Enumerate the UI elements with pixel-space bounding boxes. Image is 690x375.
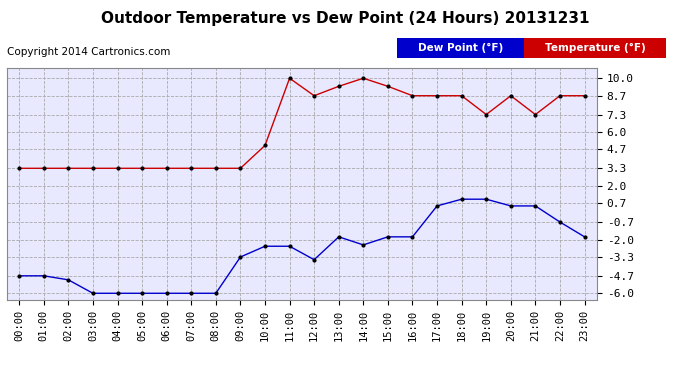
Text: Dew Point (°F): Dew Point (°F) [418,43,503,53]
Text: Copyright 2014 Cartronics.com: Copyright 2014 Cartronics.com [7,47,170,57]
Text: Outdoor Temperature vs Dew Point (24 Hours) 20131231: Outdoor Temperature vs Dew Point (24 Hou… [101,11,589,26]
Text: Temperature (°F): Temperature (°F) [544,43,646,53]
